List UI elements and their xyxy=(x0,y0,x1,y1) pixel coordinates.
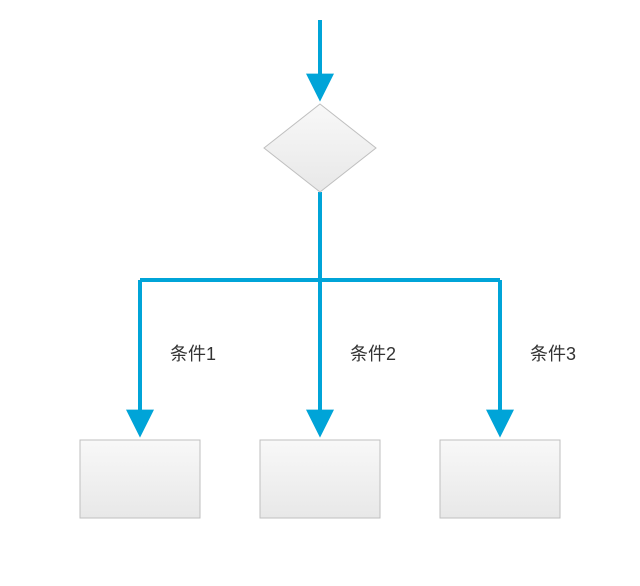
branch-label-2: 条件2 xyxy=(350,344,396,364)
decision-node xyxy=(264,104,376,192)
branch-label-1: 条件1 xyxy=(170,344,216,364)
process-node-1 xyxy=(80,440,200,518)
branch-label-3: 条件3 xyxy=(530,344,576,364)
edges xyxy=(140,20,500,432)
flowchart-diagram: 条件1 条件2 条件3 xyxy=(0,0,640,586)
process-node-2 xyxy=(260,440,380,518)
process-node-3 xyxy=(440,440,560,518)
edge-labels: 条件1 条件2 条件3 xyxy=(170,344,576,364)
